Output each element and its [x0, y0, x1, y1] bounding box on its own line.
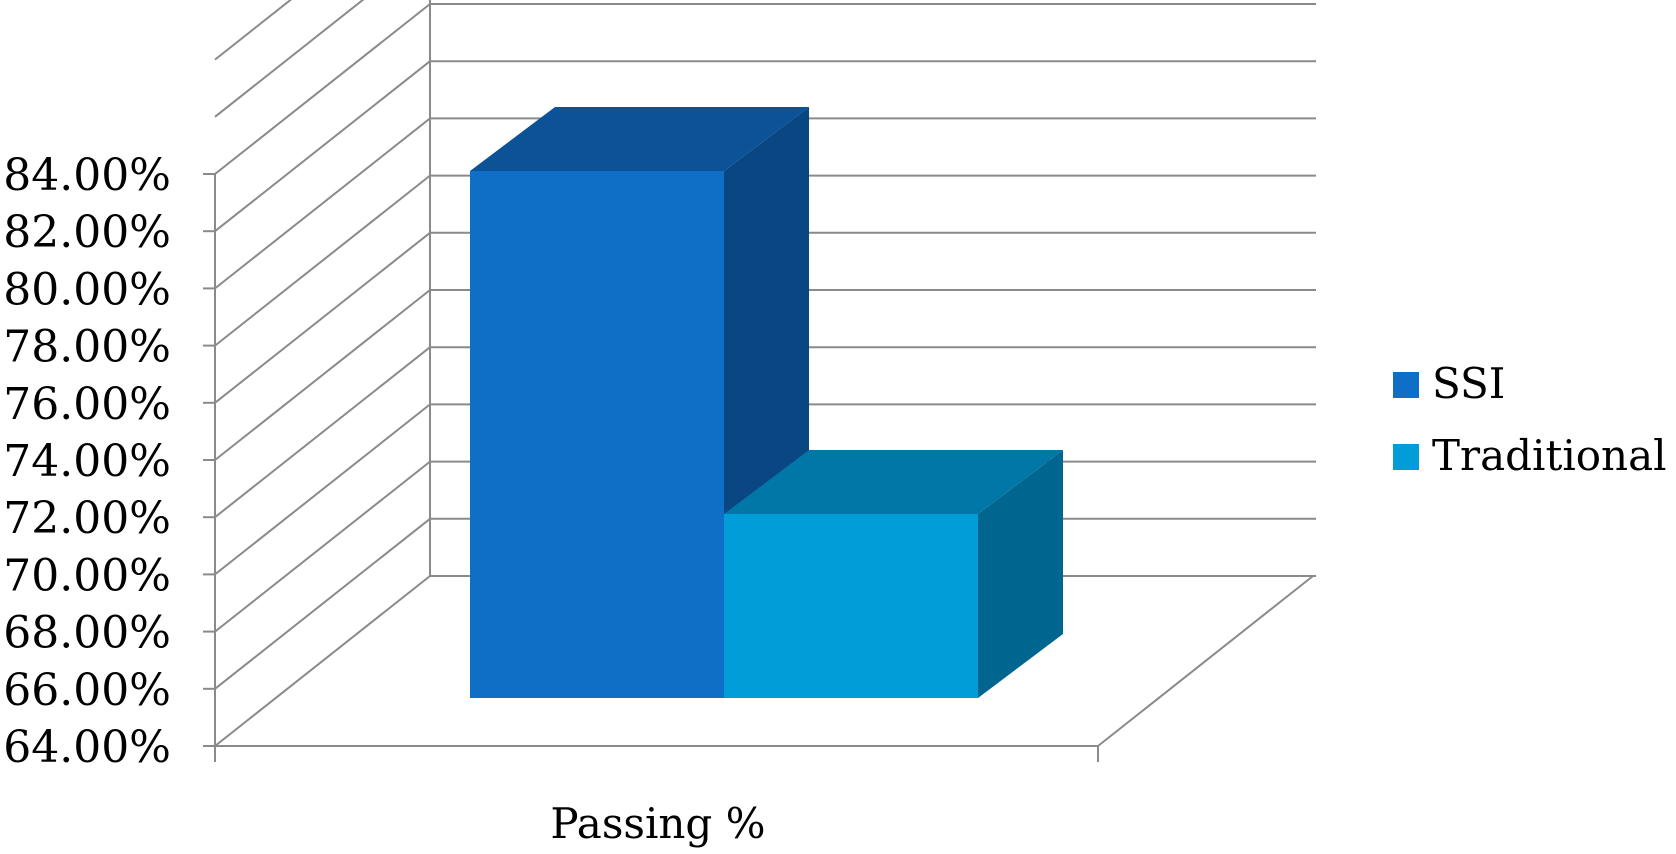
- gridline-side: [214, 403, 431, 576]
- gridline-side: [214, 0, 365, 118]
- bar-traditional: [724, 450, 1063, 698]
- y-tick-label: 64.00%: [3, 722, 171, 773]
- gridline-side: [214, 518, 431, 690]
- y-tick-label: 72.00%: [3, 493, 171, 544]
- y-tick-label: 68.00%: [3, 608, 171, 659]
- bars: [470, 107, 1063, 698]
- legend-item: SSI: [1393, 359, 1505, 408]
- bar-front-face: [724, 514, 978, 698]
- gridline-side: [214, 174, 431, 347]
- gridline-side: [214, 346, 431, 518]
- legend-swatch: [1393, 372, 1419, 398]
- y-tick-label: 84.00%: [3, 150, 171, 201]
- bar-top-face: [724, 450, 1063, 514]
- gridline-side: [214, 232, 431, 404]
- gridline-side: [214, 0, 292, 61]
- y-tick-label: 82.00%: [3, 207, 171, 258]
- y-tick-label: 76.00%: [3, 379, 171, 430]
- gridline-side: [214, 3, 431, 175]
- legend-label: SSI: [1432, 359, 1505, 408]
- legend-item: Traditional: [1393, 431, 1667, 480]
- floor-right-edge: [1097, 575, 1314, 747]
- gridline-side: [214, 575, 431, 747]
- bar-front-face: [470, 171, 724, 698]
- y-tick-label: 80.00%: [3, 264, 171, 315]
- y-tick-label: 74.00%: [3, 436, 171, 487]
- legend: SSI Traditional: [1393, 359, 1667, 480]
- legend-label: Traditional: [1432, 431, 1667, 480]
- gridline-side: [214, 289, 431, 461]
- y-tick-label: 66.00%: [3, 665, 171, 716]
- y-axis-ticks: 64.00% 66.00% 68.00% 70.00% 72.00% 74.00% 76.0…: [3, 150, 215, 773]
- category-label: Passing %: [550, 799, 765, 848]
- y-tick-label: 78.00%: [3, 322, 171, 373]
- gridline-side: [214, 460, 431, 633]
- gridline-side: [214, 60, 431, 232]
- legend-swatch: [1393, 444, 1419, 470]
- x-axis: Passing %: [550, 799, 765, 848]
- bar-top-face: [470, 107, 809, 171]
- gridline-side: [214, 117, 431, 290]
- bar-side-face: [978, 450, 1063, 698]
- y-tick-label: 70.00%: [3, 550, 171, 601]
